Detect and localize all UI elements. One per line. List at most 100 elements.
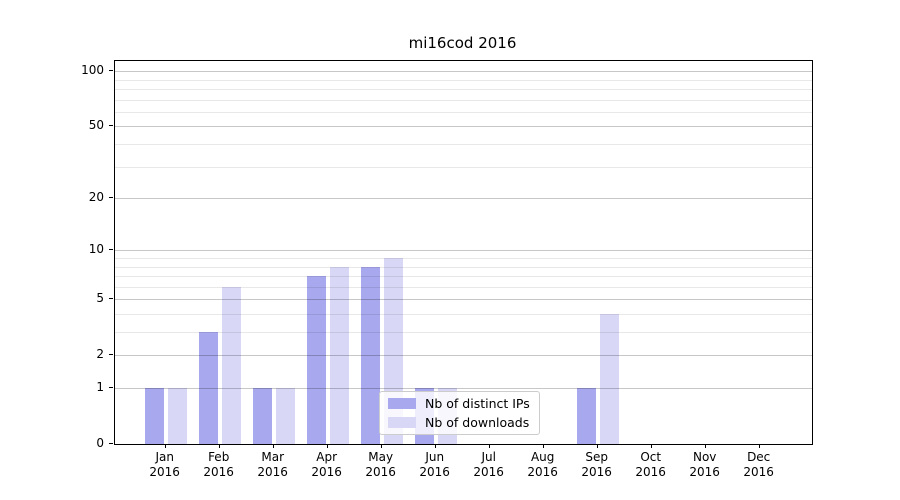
legend-swatch-downloads <box>388 417 416 428</box>
x-tick-jun <box>434 444 436 448</box>
bar-nb-of-distinct-ips-sep <box>576 388 596 444</box>
x-tick-label-dec: Dec 2016 <box>731 450 787 480</box>
gridline-minor-60 <box>115 111 812 113</box>
gridline-minor-9 <box>115 258 812 259</box>
legend-swatch-distinct-ips <box>388 398 416 409</box>
y-tick-label-1: 1 <box>96 380 104 394</box>
chart-title: mi16cod 2016 <box>408 34 517 52</box>
x-tick-month: Jun <box>425 450 445 464</box>
gridline-minor-40 <box>115 144 812 145</box>
x-tick-month: Feb <box>208 450 230 464</box>
y-tick-label-100: 100 <box>81 63 104 78</box>
x-tick-year: 2016 <box>365 465 396 479</box>
x-tick-label-nov: Nov 2016 <box>677 450 733 480</box>
x-tick-year: 2016 <box>527 465 558 479</box>
x-tick-jul <box>488 444 490 448</box>
y-tick-label-10: 10 <box>88 242 104 257</box>
y-tick-10 <box>109 249 113 251</box>
x-tick-jan <box>164 444 166 448</box>
x-tick-label-aug: Aug 2016 <box>515 450 571 480</box>
legend: Nb of distinct IPs Nb of downloads <box>379 391 540 435</box>
x-tick-year: 2016 <box>743 465 774 479</box>
bar-nb-of-distinct-ips-may <box>360 266 380 444</box>
gridline-minor-6 <box>115 286 812 288</box>
x-tick-label-jul: Jul 2016 <box>461 450 517 480</box>
gridline-major-50 <box>115 126 812 128</box>
x-tick-month: Dec <box>747 450 771 464</box>
y-tick-20 <box>109 197 113 199</box>
bar-nb-of-distinct-ips-feb <box>198 332 218 444</box>
x-tick-year: 2016 <box>149 465 180 479</box>
legend-label-distinct-ips: Nb of distinct IPs <box>425 396 530 411</box>
gridline-major-2 <box>115 355 812 357</box>
x-tick-mar <box>272 444 274 448</box>
y-tick-5 <box>109 298 113 300</box>
bar-nb-of-distinct-ips-apr <box>306 276 326 444</box>
x-tick-label-oct: Oct 2016 <box>623 450 679 480</box>
x-tick-label-feb: Feb 2016 <box>191 450 247 480</box>
x-tick-month: Jul <box>481 450 496 464</box>
y-tick-100 <box>109 70 113 72</box>
y-tick-label-5: 5 <box>96 291 104 306</box>
y-tick-label-2: 2 <box>96 347 104 362</box>
y-tick-50 <box>109 125 113 127</box>
x-tick-year: 2016 <box>635 465 666 479</box>
y-tick-2 <box>109 354 113 356</box>
gridline-major-20 <box>115 198 812 200</box>
x-tick-month: Apr <box>316 450 338 464</box>
y-tick-label-20: 20 <box>88 190 104 205</box>
x-tick-label-jan: Jan 2016 <box>137 450 193 480</box>
x-tick-year: 2016 <box>473 465 504 479</box>
bar-nb-of-downloads-mar <box>275 388 295 444</box>
bar-nb-of-downloads-apr <box>329 266 349 444</box>
x-tick-aug <box>542 444 544 448</box>
x-tick-label-apr: Apr 2016 <box>299 450 355 480</box>
bar-nb-of-downloads-sep <box>599 314 619 444</box>
x-tick-oct <box>650 444 652 448</box>
gridline-minor-30 <box>115 166 812 168</box>
x-tick-month: Mar <box>261 450 284 464</box>
gridline-minor-70 <box>115 99 812 101</box>
x-tick-month: Jan <box>155 450 174 464</box>
legend-entry-distinct-ips: Nb of distinct IPs <box>388 396 530 411</box>
x-tick-month: Aug <box>530 450 555 464</box>
y-tick-label-0: 0 <box>96 436 104 450</box>
gridline-minor-4 <box>115 314 812 315</box>
x-tick-month: Nov <box>692 450 717 464</box>
bar-nb-of-distinct-ips-mar <box>252 388 272 444</box>
x-tick-label-jun: Jun 2016 <box>407 450 463 480</box>
gridline-major-100 <box>115 71 812 73</box>
y-tick-0 <box>109 443 113 444</box>
x-tick-nov <box>704 444 706 448</box>
gridline-minor-90 <box>115 79 812 81</box>
x-tick-label-mar: Mar 2016 <box>245 450 301 480</box>
gridline-major-10 <box>115 250 812 252</box>
bar-nb-of-downloads-jan <box>167 388 187 444</box>
bar-nb-of-distinct-ips-jan <box>144 388 164 444</box>
x-tick-year: 2016 <box>203 465 234 479</box>
x-tick-dec <box>758 444 760 448</box>
legend-label-downloads: Nb of downloads <box>425 415 530 430</box>
x-tick-year: 2016 <box>311 465 342 479</box>
gridline-minor-7 <box>115 276 812 277</box>
x-tick-sep <box>596 444 598 448</box>
x-tick-year: 2016 <box>257 465 288 479</box>
x-tick-year: 2016 <box>419 465 450 479</box>
x-tick-may <box>380 444 382 448</box>
x-tick-year: 2016 <box>689 465 720 479</box>
gridline-minor-8 <box>115 266 812 268</box>
y-tick-1 <box>109 387 113 388</box>
x-tick-apr <box>326 444 328 448</box>
gridline-major-5 <box>115 299 812 301</box>
gridline-minor-80 <box>115 89 812 90</box>
x-tick-label-sep: Sep 2016 <box>569 450 625 480</box>
x-tick-year: 2016 <box>581 465 612 479</box>
x-tick-month: Sep <box>585 450 608 464</box>
gridline-major-1 <box>115 388 812 389</box>
y-tick-label-50: 50 <box>88 118 104 133</box>
plot-area <box>114 60 813 445</box>
x-tick-label-may: May 2016 <box>353 450 409 480</box>
bar-nb-of-downloads-feb <box>221 286 241 444</box>
x-tick-feb <box>218 444 220 448</box>
